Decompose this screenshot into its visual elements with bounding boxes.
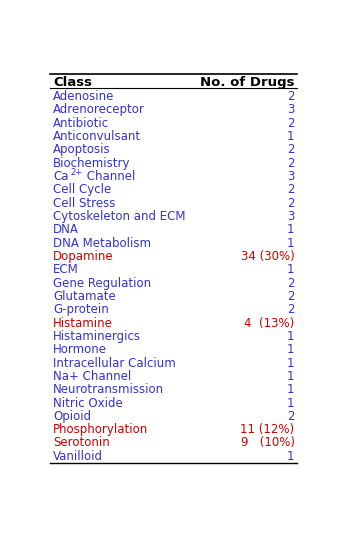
Text: 3: 3: [287, 104, 295, 117]
Text: 1: 1: [287, 370, 295, 383]
Text: 4  (13%): 4 (13%): [244, 316, 295, 329]
Text: No. of Drugs: No. of Drugs: [200, 76, 295, 89]
Text: 2: 2: [287, 410, 295, 423]
Text: 34 (30%): 34 (30%): [241, 250, 295, 263]
Text: 11 (12%): 11 (12%): [240, 423, 295, 436]
Text: 3: 3: [287, 170, 295, 183]
Text: DNA: DNA: [53, 224, 79, 237]
Text: 1: 1: [287, 237, 295, 249]
Text: 1: 1: [287, 343, 295, 356]
Text: Antibiotic: Antibiotic: [53, 117, 109, 130]
Text: Glutamate: Glutamate: [53, 290, 116, 303]
Text: 1: 1: [287, 383, 295, 396]
Text: Apoptosis: Apoptosis: [53, 144, 111, 157]
Text: Adrenoreceptor: Adrenoreceptor: [53, 104, 145, 117]
Text: Serotonin: Serotonin: [53, 436, 109, 449]
Text: Gene Regulation: Gene Regulation: [53, 276, 151, 289]
Text: Na+ Channel: Na+ Channel: [53, 370, 131, 383]
Text: 9   (10%): 9 (10%): [241, 436, 295, 449]
Text: ECM: ECM: [53, 264, 79, 276]
Text: Opioid: Opioid: [53, 410, 91, 423]
Text: Histaminergics: Histaminergics: [53, 330, 141, 343]
Text: 2: 2: [287, 197, 295, 210]
Text: Class: Class: [53, 76, 92, 89]
Text: Phosphorylation: Phosphorylation: [53, 423, 148, 436]
Text: Cell Stress: Cell Stress: [53, 197, 115, 210]
Text: 3: 3: [287, 210, 295, 223]
Text: 1: 1: [287, 264, 295, 276]
Text: Ca: Ca: [53, 170, 68, 183]
Text: Intracellular Calcium: Intracellular Calcium: [53, 356, 176, 369]
Text: G-protein: G-protein: [53, 303, 108, 316]
Text: DNA Metabolism: DNA Metabolism: [53, 237, 151, 249]
Text: 2: 2: [287, 290, 295, 303]
Text: 1: 1: [287, 330, 295, 343]
Text: 1: 1: [287, 224, 295, 237]
Text: Cytoskeleton and ECM: Cytoskeleton and ECM: [53, 210, 185, 223]
Text: 2: 2: [287, 117, 295, 130]
Text: 2+: 2+: [71, 168, 83, 177]
Text: 2: 2: [287, 157, 295, 170]
Text: 2: 2: [287, 276, 295, 289]
Text: Anticonvulsant: Anticonvulsant: [53, 130, 141, 143]
Text: Cell Cycle: Cell Cycle: [53, 184, 111, 197]
Text: Biochemistry: Biochemistry: [53, 157, 131, 170]
Text: Nitric Oxide: Nitric Oxide: [53, 396, 123, 409]
Text: 1: 1: [287, 356, 295, 369]
Text: Neurotransmission: Neurotransmission: [53, 383, 164, 396]
Text: Adenosine: Adenosine: [53, 90, 114, 103]
Text: Channel: Channel: [83, 170, 136, 183]
Text: 2: 2: [287, 184, 295, 197]
Text: Histamine: Histamine: [53, 316, 113, 329]
Text: 2: 2: [287, 303, 295, 316]
Text: 2: 2: [287, 144, 295, 157]
Text: 2: 2: [287, 90, 295, 103]
Text: Vanilloid: Vanilloid: [53, 450, 103, 463]
Text: Hormone: Hormone: [53, 343, 107, 356]
Text: 1: 1: [287, 450, 295, 463]
Text: 1: 1: [287, 396, 295, 409]
Text: 1: 1: [287, 130, 295, 143]
Text: Dopamine: Dopamine: [53, 250, 114, 263]
